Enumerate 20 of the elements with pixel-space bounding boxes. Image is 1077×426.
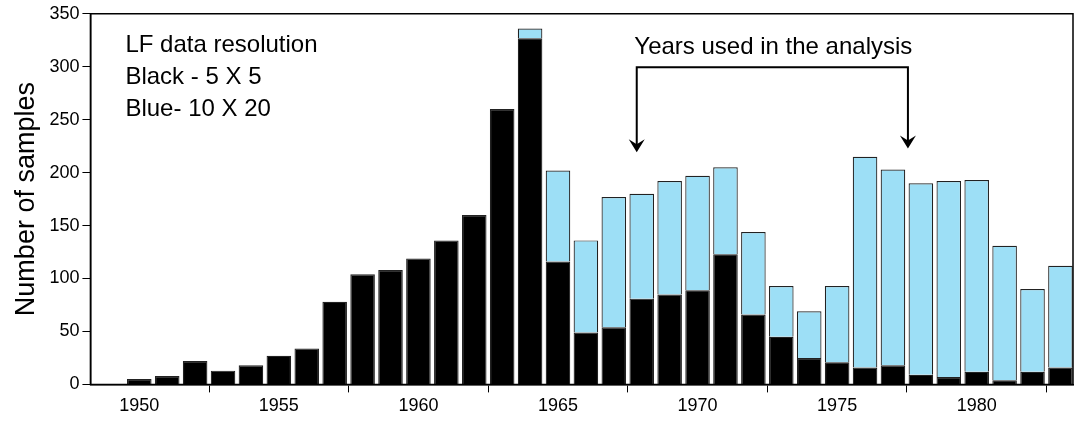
y-tick-label: 0	[69, 373, 80, 394]
x-tick-label: 1960	[398, 395, 439, 416]
x-tick-label: 1975	[817, 395, 858, 416]
x-tick-label: 1980	[956, 395, 997, 416]
x-tick-label: 1955	[258, 395, 299, 416]
y-tick-label: 50	[59, 320, 80, 341]
y-tick-label: 250	[49, 108, 80, 129]
annotation: Blue- 10 X 20	[125, 93, 271, 121]
x-tick-label: 1970	[677, 395, 718, 416]
x-tick-label: 1950	[119, 395, 160, 416]
annotation: Years used in the analysis	[634, 31, 913, 59]
y-axis-title: Number of samples	[9, 82, 40, 317]
annotation: Black - 5 X 5	[125, 61, 262, 89]
y-tick-label: 200	[49, 161, 80, 182]
y-tick-label: 350	[49, 2, 80, 23]
annotation: LF data resolution	[125, 29, 318, 57]
y-tick-label: 100	[49, 267, 80, 288]
y-tick-label: 150	[49, 214, 80, 235]
y-tick-label: 300	[49, 55, 80, 76]
x-tick-label: 1965	[537, 395, 579, 416]
